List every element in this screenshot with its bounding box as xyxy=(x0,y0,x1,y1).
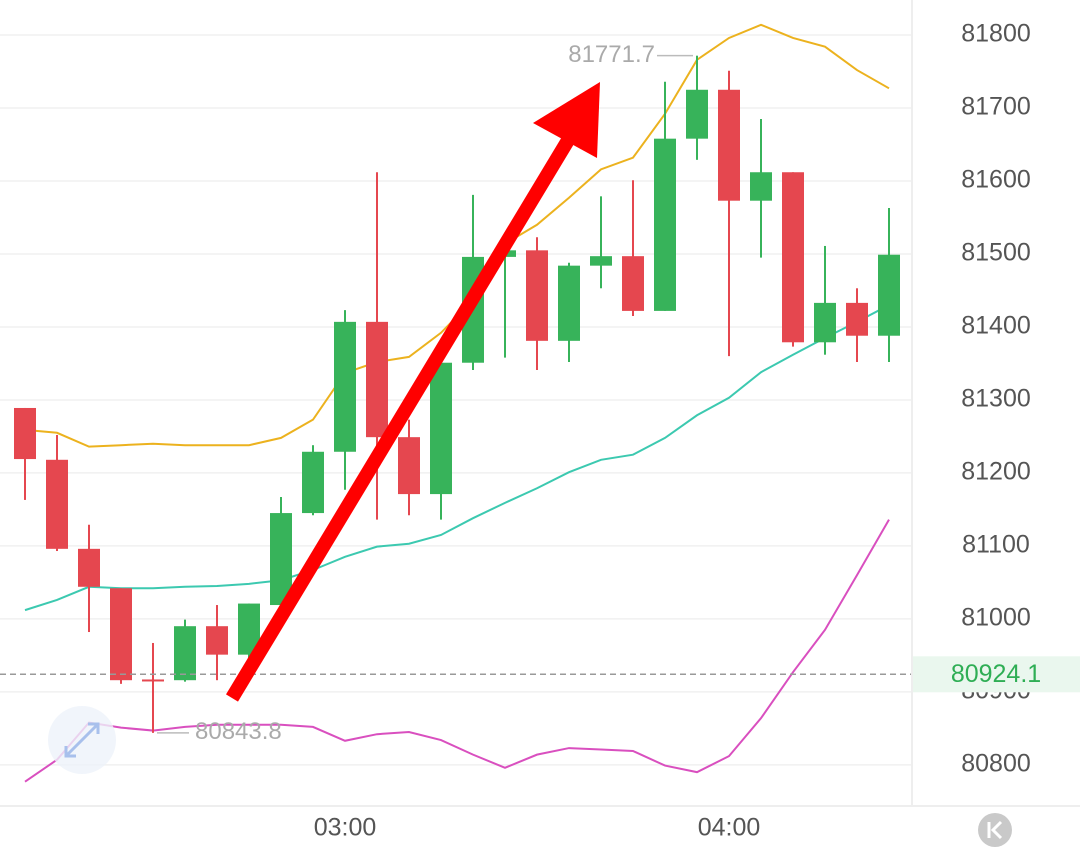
last-price-box xyxy=(913,656,1080,693)
y-tick-label: 80800 xyxy=(961,749,1031,777)
candle-body xyxy=(302,451,324,514)
y-tick-label: 81400 xyxy=(961,312,1031,340)
min-label: 80843.8 xyxy=(195,718,282,745)
trend-arrow xyxy=(226,82,600,702)
candle-body xyxy=(622,256,644,311)
collapse-icon[interactable] xyxy=(987,820,1003,840)
y-tick-label: 81800 xyxy=(961,20,1031,48)
y-tick-label: 81100 xyxy=(962,531,1030,559)
expand-icon[interactable] xyxy=(64,722,100,758)
candle-body xyxy=(46,459,68,549)
candle-body xyxy=(846,302,868,336)
max-label: 81771.7 xyxy=(568,41,655,68)
candle-body xyxy=(718,89,740,201)
candle-body xyxy=(430,362,452,495)
candle-body xyxy=(110,588,132,681)
y-tick-label: 81300 xyxy=(961,385,1031,413)
candle-body xyxy=(750,172,772,201)
candle-body xyxy=(206,626,228,655)
candle-body xyxy=(526,250,548,341)
y-tick-label: 81700 xyxy=(961,93,1031,121)
candle-body xyxy=(14,407,36,460)
candle-body xyxy=(270,513,292,606)
candle-body xyxy=(814,302,836,343)
candle-body xyxy=(238,603,260,655)
indicator-line xyxy=(24,519,890,783)
arrow-shaft xyxy=(226,133,576,702)
y-tick-label: 81500 xyxy=(961,239,1031,267)
candle-body xyxy=(686,89,708,139)
candle-body xyxy=(782,172,804,343)
y-tick-label: 81200 xyxy=(961,458,1031,486)
arrow-head xyxy=(533,82,600,158)
candle-body xyxy=(878,254,900,336)
candle-body xyxy=(590,256,612,266)
candle-body xyxy=(174,626,196,681)
candle-body xyxy=(558,265,580,341)
y-tick-label: 81600 xyxy=(961,166,1031,194)
expand-button[interactable] xyxy=(48,706,116,774)
plot-area: 81771.7 80843.8 xyxy=(0,23,912,783)
candle-body xyxy=(142,679,164,682)
x-tick-label: 04:00 xyxy=(698,814,761,842)
x-tick-label: 03:00 xyxy=(314,814,377,842)
y-tick-label: 81000 xyxy=(961,604,1031,632)
candle-body xyxy=(366,321,388,438)
candle-body xyxy=(654,138,676,311)
candle-body xyxy=(78,548,100,587)
indicator-line xyxy=(24,304,890,612)
axis: 8080080900810008110081200813008140081500… xyxy=(314,20,1080,842)
last-price-label: 80924.1 xyxy=(951,660,1041,688)
candle-body xyxy=(334,321,356,452)
collapse-button[interactable] xyxy=(978,813,1012,847)
candle-body xyxy=(398,437,420,495)
